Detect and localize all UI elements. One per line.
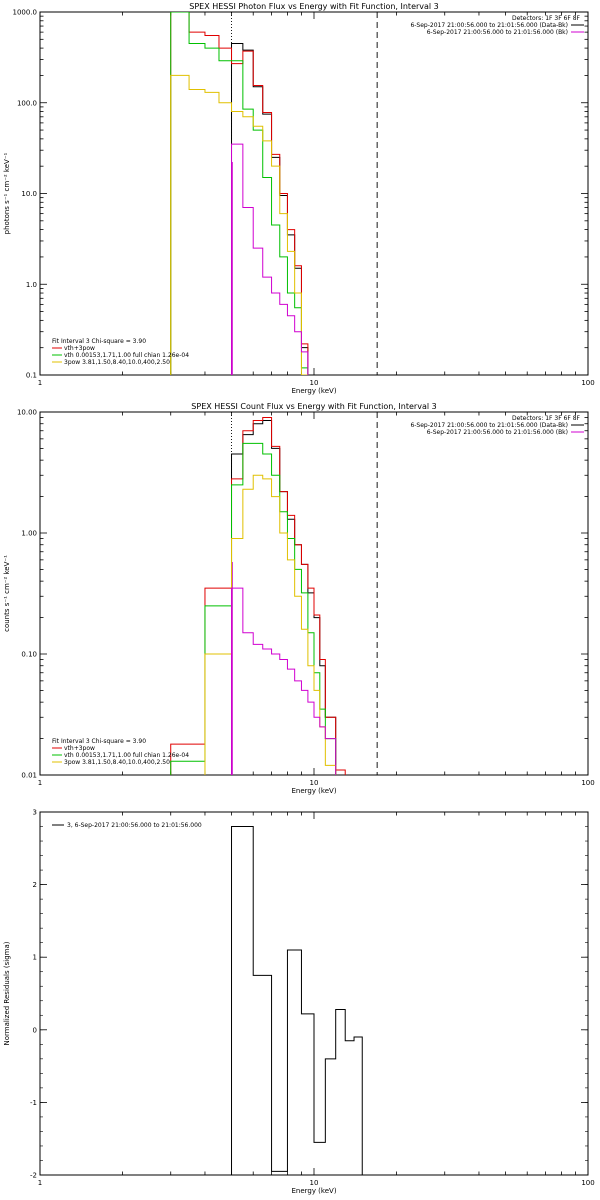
y-tick-label: -1	[30, 1099, 37, 1107]
legend-left: Fit Interval 3 Chi-square = 3.90vth+3pow…	[52, 738, 189, 766]
series-group	[231, 826, 363, 1175]
legend-left: Fit Interval 3 Chi-square = 3.90vth+3pow…	[52, 338, 189, 366]
x-tick-label: 100	[581, 379, 594, 387]
plot-title: SPEX HESSI Photon Flux vs Energy with Fi…	[189, 2, 439, 11]
legend-item-label: 3pow 3.81,1.50,8.40,10.0,400,2.50	[64, 359, 170, 366]
series-3-histogram	[204, 474, 337, 775]
x-axis: 1 10 100	[38, 412, 595, 787]
legend-right: Detectors: 1F 3F 6F 8F6-Sep-2017 21:00:5…	[410, 15, 584, 36]
legend-detectors: Detectors: 1F 3F 6F 8F	[512, 415, 581, 422]
legend-item-label: 6-Sep-2017 21:00:56.000 to 21:01:56.000 …	[410, 22, 568, 29]
count-flux-plot: SPEX HESSI Count Flux vs Energy with Fit…	[3, 402, 595, 795]
x-tick-label: 1	[38, 779, 42, 787]
y-axis-label: photons s⁻¹ cm⁻² keV⁻¹	[3, 152, 11, 234]
y-tick-label: 0	[33, 1026, 37, 1034]
series-1-histogram	[170, 417, 346, 775]
x-tick-label: 10	[310, 779, 319, 787]
y-tick-label: 1000.0	[13, 9, 38, 17]
series-0-histogram	[231, 826, 363, 1175]
plot-frame	[39, 11, 589, 376]
legend-top-left: 3, 6-Sep-2017 21:00:56.000 to 21:01:56.0…	[52, 822, 202, 829]
plot-title: SPEX HESSI Count Flux vs Energy with Fit…	[191, 402, 436, 411]
series-group	[170, 12, 309, 375]
x-tick-label: 10	[310, 379, 319, 387]
x-axis: 1 10 100	[38, 812, 595, 1187]
y-axis-label: Normalized Residuals (sigma)	[3, 941, 11, 1045]
series-3-histogram	[170, 74, 308, 375]
x-tick-label: 1	[38, 379, 42, 387]
legend-item-label: vth+3pow	[64, 745, 95, 752]
legend-item-label: 3pow 3.81,1.50,8.40,10.0,400,2.50	[64, 759, 170, 766]
series-4-histogram	[231, 587, 337, 775]
y-tick-label: 2	[33, 881, 37, 889]
residuals-plot: 1 10 100 Energy (keV) -2 -1 0 1 2 3 Normalized Res…	[3, 809, 595, 1196]
y-tick-label: 3	[33, 809, 37, 817]
y-tick-label: 0.1	[26, 372, 37, 380]
legend-item-label: vth+3pow	[64, 345, 95, 352]
legend-item-label: 3, 6-Sep-2017 21:00:56.000 to 21:01:56.0…	[67, 822, 202, 829]
legend-detectors: Detectors: 1F 3F 6F 8F	[512, 15, 581, 22]
series-1-histogram	[170, 12, 309, 375]
y-tick-label: 1.0	[26, 281, 37, 289]
y-tick-label: 100.0	[17, 99, 37, 107]
y-tick-label: 0.10	[21, 651, 37, 659]
x-tick-label: 100	[581, 1179, 594, 1187]
y-tick-label: -2	[30, 1172, 37, 1180]
y-axis: -2 -1 0 1 2 3	[30, 809, 588, 1180]
legend-right: Detectors: 1F 3F 6F 8F6-Sep-2017 21:00:5…	[410, 415, 584, 436]
legend-item-label: 6-Sep-2017 21:00:56.000 to 21:01:56.000 …	[427, 29, 568, 36]
y-axis: 0.01 0.10 1.00 10.00	[17, 409, 588, 780]
x-axis-label: Energy (keV)	[291, 387, 336, 395]
x-axis-label: Energy (keV)	[291, 787, 336, 795]
x-axis: 1 10 100	[38, 12, 595, 387]
legend-fit-header: Fit Interval 3 Chi-square = 3.90	[52, 338, 146, 345]
y-tick-label: 0.01	[21, 772, 37, 780]
y-tick-label: 10.00	[17, 409, 37, 417]
x-tick-label: 1	[38, 1179, 42, 1187]
photon-flux-plot: SPEX HESSI Photon Flux vs Energy with Fi…	[3, 2, 595, 395]
series-0-histogram	[231, 42, 309, 375]
y-tick-label: 1.00	[21, 530, 37, 538]
legend-item-label: vth 0.00153,1.71,1.00 full chian 1.26e-0…	[64, 352, 189, 359]
y-tick-label: 10.0	[21, 190, 37, 198]
x-tick-label: 100	[581, 779, 594, 787]
series-group	[170, 417, 346, 775]
y-axis-label: counts s⁻¹ cm⁻² keV⁻¹	[3, 555, 11, 632]
legend-fit-header: Fit Interval 3 Chi-square = 3.90	[52, 738, 146, 745]
series-2-histogram	[170, 442, 337, 775]
y-tick-label: 1	[33, 954, 37, 962]
x-tick-label: 10	[310, 1179, 319, 1187]
series-4-histogram	[231, 143, 309, 375]
legend-item-label: 6-Sep-2017 21:00:56.000 to 21:01:56.000 …	[410, 422, 568, 429]
legend-item-label: 6-Sep-2017 21:00:56.000 to 21:01:56.000 …	[427, 429, 568, 436]
y-axis: 0.1 1.0 10.0 100.0 1000.0	[13, 9, 588, 380]
x-axis-label: Energy (keV)	[291, 1187, 336, 1195]
legend-item-label: vth 0.00153,1.71,1.00 full chian 1.26e-0…	[64, 752, 189, 759]
